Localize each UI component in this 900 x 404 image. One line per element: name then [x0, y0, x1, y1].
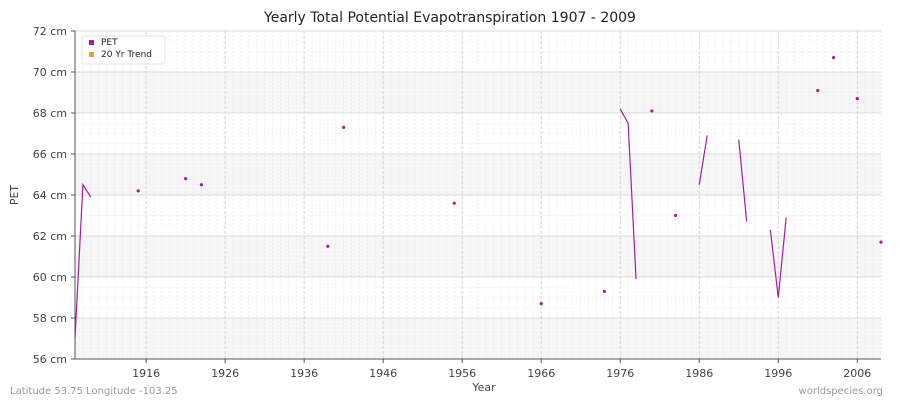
x-tick-label: 1926 [211, 367, 239, 380]
x-tick-label: 1966 [527, 367, 555, 380]
pet-data-point [342, 125, 346, 129]
pet-data-point [855, 97, 859, 101]
pet-line-segment [698, 135, 708, 185]
x-tick-label: 1956 [448, 367, 476, 380]
x-tick-label: 1946 [369, 367, 397, 380]
pet-data-point [673, 213, 678, 218]
y-tick-label: 72 cm [33, 25, 67, 38]
legend-label-pet: PET [101, 38, 118, 48]
y-tick-label: 58 cm [33, 312, 67, 325]
series-lines [74, 108, 787, 339]
series-points [136, 56, 883, 306]
y-tick-label: 70 cm [33, 66, 67, 79]
pet-line-segment [619, 108, 637, 280]
chart-title: Yearly Total Potential Evapotranspiratio… [263, 10, 636, 26]
pet-data-point [602, 289, 607, 293]
pet-data-point [650, 109, 654, 113]
pet-data-point [326, 244, 330, 248]
y-tick-label: 68 cm [33, 107, 67, 120]
footer-location: Latitude 53.75 Longitude -103.25 [10, 386, 178, 397]
pet-data-point [539, 302, 543, 306]
legend-label-trend: 20 Yr Trend [101, 50, 152, 60]
y-axis-label: PET [8, 185, 21, 206]
legend-box [81, 35, 166, 65]
legend-swatch-trend [89, 52, 94, 57]
pet-line-segment [738, 139, 748, 222]
x-tick-label: 1986 [685, 367, 713, 380]
y-tick-label: 66 cm [33, 148, 67, 161]
x-tick-label: 1936 [290, 367, 318, 380]
pet-data-point [831, 56, 836, 60]
y-tick-label: 64 cm [33, 189, 67, 202]
x-axis-label: Year [471, 381, 496, 394]
y-tick-labels: 56 cm 58 cm 60 cm 62 cm 64 cm 66 cm 68 cm 70 cm… [33, 25, 75, 366]
pet-data-point [184, 177, 188, 181]
legend-swatch-pet [89, 40, 94, 45]
x-tick-label: 1976 [606, 367, 634, 380]
x-tick-label: 2006 [843, 367, 871, 380]
footer-source: worldspecies.org [799, 386, 883, 397]
y-tick-label: 62 cm [33, 230, 67, 243]
pet-data-point [136, 189, 140, 193]
pet-data-point [199, 183, 204, 187]
x-tick-labels: 1916 1926 1936 1946 1956 1966 1976 1986 1996 2006 [132, 359, 871, 380]
pet-data-point [452, 201, 456, 205]
x-tick-label: 1916 [132, 367, 160, 380]
pet-data-point [879, 240, 883, 244]
pet-line-segment [769, 217, 787, 298]
x-tick-label: 1996 [764, 367, 792, 380]
y-tick-label: 56 cm [33, 353, 67, 366]
pet-data-point [816, 88, 820, 93]
y-tick-label: 60 cm [33, 271, 67, 284]
pet-line-segment [74, 182, 92, 339]
legend: PET 20 Yr Trend [81, 35, 166, 65]
